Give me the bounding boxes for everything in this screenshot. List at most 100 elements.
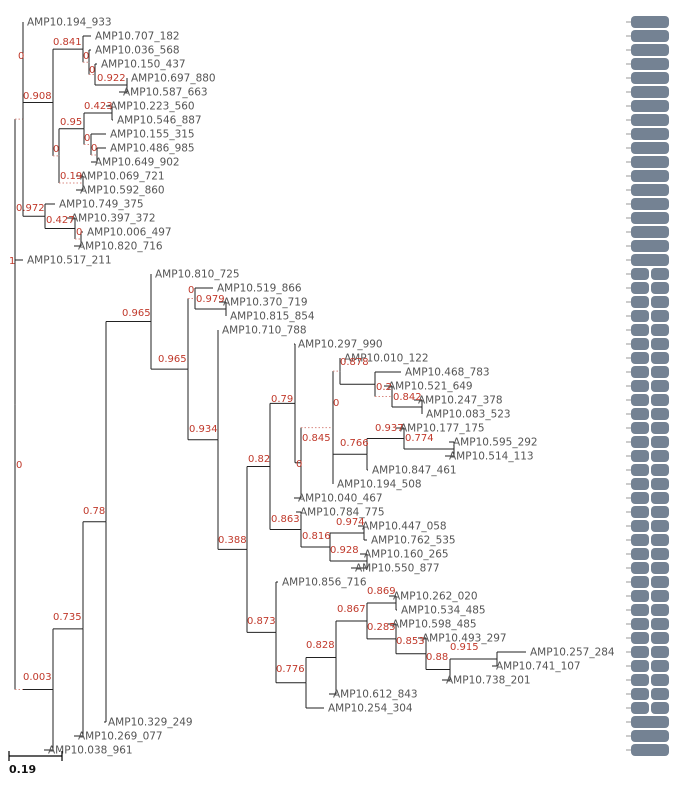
annotation-block (631, 72, 669, 84)
annotation-block (651, 688, 669, 700)
leaf-label-amp10-598-485: AMP10.598_485 (392, 619, 477, 631)
annotation-block (651, 632, 669, 644)
annotation-block (631, 44, 669, 56)
annotation-block (631, 492, 649, 504)
leaf-label-amp10-517-211: AMP10.517_211 (27, 255, 112, 267)
leaf-label-amp10-040-467: AMP10.040_467 (298, 493, 383, 505)
support-value: 0.937 (375, 423, 404, 434)
annotation-block (631, 464, 649, 476)
annotation-block (631, 450, 649, 462)
annotation-block (651, 436, 669, 448)
annotation-block (631, 520, 649, 532)
leaf-label-amp10-546-887: AMP10.546_887 (117, 115, 202, 127)
support-value: 0 (83, 51, 89, 62)
leaf-label-amp10-006-497: AMP10.006_497 (87, 227, 172, 239)
support-value: 1 (9, 256, 15, 267)
leaf-label-amp10-820-716: AMP10.820_716 (78, 241, 163, 253)
leaf-label-amp10-534-485: AMP10.534_485 (401, 605, 486, 617)
annotation-block (651, 590, 669, 602)
support-value: 0.95 (60, 117, 82, 128)
leaf-label-amp10-550-877: AMP10.550_877 (355, 563, 440, 575)
support-value: 0.285 (367, 622, 396, 633)
annotation-block (631, 590, 649, 602)
leaf-label-amp10-815-854: AMP10.815_854 (230, 311, 315, 323)
leaf-label-amp10-397-372: AMP10.397_372 (71, 213, 156, 225)
annotation-block (631, 156, 669, 168)
annotation-block (651, 674, 669, 686)
support-value: 0.965 (122, 308, 151, 319)
support-value: 0.79 (271, 394, 293, 405)
annotation-block (631, 394, 649, 406)
support-value: 0.774 (405, 433, 434, 444)
leaf-label-amp10-038-961: AMP10.038_961 (48, 745, 133, 757)
leaf-label-amp10-223-560: AMP10.223_560 (110, 101, 195, 113)
leaf-label-amp10-194-508: AMP10.194_508 (337, 479, 422, 491)
support-value: 0 (296, 459, 302, 470)
annotation-block (631, 380, 649, 392)
annotation-block (631, 100, 669, 112)
support-value: 0.841 (53, 37, 82, 48)
annotation-block (631, 702, 649, 714)
annotation-block (651, 492, 669, 504)
annotation-block (631, 282, 649, 294)
support-value: 0 (89, 65, 95, 76)
scale-bar: 0.19 (8, 751, 63, 776)
support-value: 0 (76, 227, 82, 238)
support-value: 0.934 (189, 424, 218, 435)
annotation-block (651, 576, 669, 588)
support-value: 0.863 (271, 514, 300, 525)
annotation-block (651, 282, 669, 294)
annotation-block (631, 128, 669, 140)
annotation-block (651, 310, 669, 322)
support-value: 0.845 (302, 433, 331, 444)
annotation-block (631, 268, 649, 280)
annotation-block (631, 730, 669, 742)
leaf-label-amp10-738-201: AMP10.738_201 (446, 675, 531, 687)
annotation-block (631, 338, 649, 350)
leaf-label-amp10-587-663: AMP10.587_663 (123, 87, 208, 99)
annotation-block (651, 394, 669, 406)
support-value: 0.003 (23, 672, 52, 683)
leaf-label-amp10-247-378: AMP10.247_378 (418, 395, 503, 407)
annotation-block (631, 646, 649, 658)
leaf-label-amp10-649-902: AMP10.649_902 (95, 157, 180, 169)
support-value: 0.878 (340, 357, 369, 368)
support-value: 0.908 (23, 91, 52, 102)
annotation-block (651, 408, 669, 420)
support-value: 0.979 (196, 294, 225, 305)
annotation-block (631, 716, 669, 728)
annotation-block (631, 170, 669, 182)
annotation-block (631, 618, 649, 630)
annotation-block (651, 702, 669, 714)
annotation-block (631, 352, 649, 364)
leaf-label-amp10-370-719: AMP10.370_719 (223, 297, 308, 309)
leaf-connectors (626, 21, 631, 751)
leaf-label-amp10-160-265: AMP10.160_265 (364, 549, 449, 561)
annotation-block (631, 506, 649, 518)
support-value: 0 (18, 51, 24, 62)
support-value: 0.972 (16, 203, 45, 214)
support-value: 0.873 (247, 616, 276, 627)
annotation-block (631, 422, 649, 434)
support-value: 0.423 (84, 101, 113, 112)
support-value: 0.867 (337, 604, 366, 615)
support-value: 0.828 (306, 640, 335, 651)
support-value: 0.2 (376, 382, 392, 393)
leaf-label-amp10-194-933: AMP10.194_933 (27, 17, 112, 29)
annotation-blocks (631, 16, 669, 756)
leaf-label-amp10-741-107: AMP10.741_107 (496, 661, 581, 673)
leaf-label-amp10-486-985: AMP10.486_985 (110, 143, 195, 155)
annotation-block (631, 660, 649, 672)
leaf-label-amp10-329-249: AMP10.329_249 (108, 717, 193, 729)
annotation-block (651, 646, 669, 658)
annotation-block (651, 562, 669, 574)
leaf-label-amp10-468-783: AMP10.468_783 (405, 367, 490, 379)
support-value: 0.922 (97, 73, 126, 84)
support-value: 0.974 (336, 517, 365, 528)
leaf-label-amp10-749-375: AMP10.749_375 (59, 199, 144, 211)
annotation-block (651, 366, 669, 378)
leaf-label-amp10-083-523: AMP10.083_523 (426, 409, 511, 421)
annotation-block (631, 604, 649, 616)
annotation-block (631, 548, 649, 560)
